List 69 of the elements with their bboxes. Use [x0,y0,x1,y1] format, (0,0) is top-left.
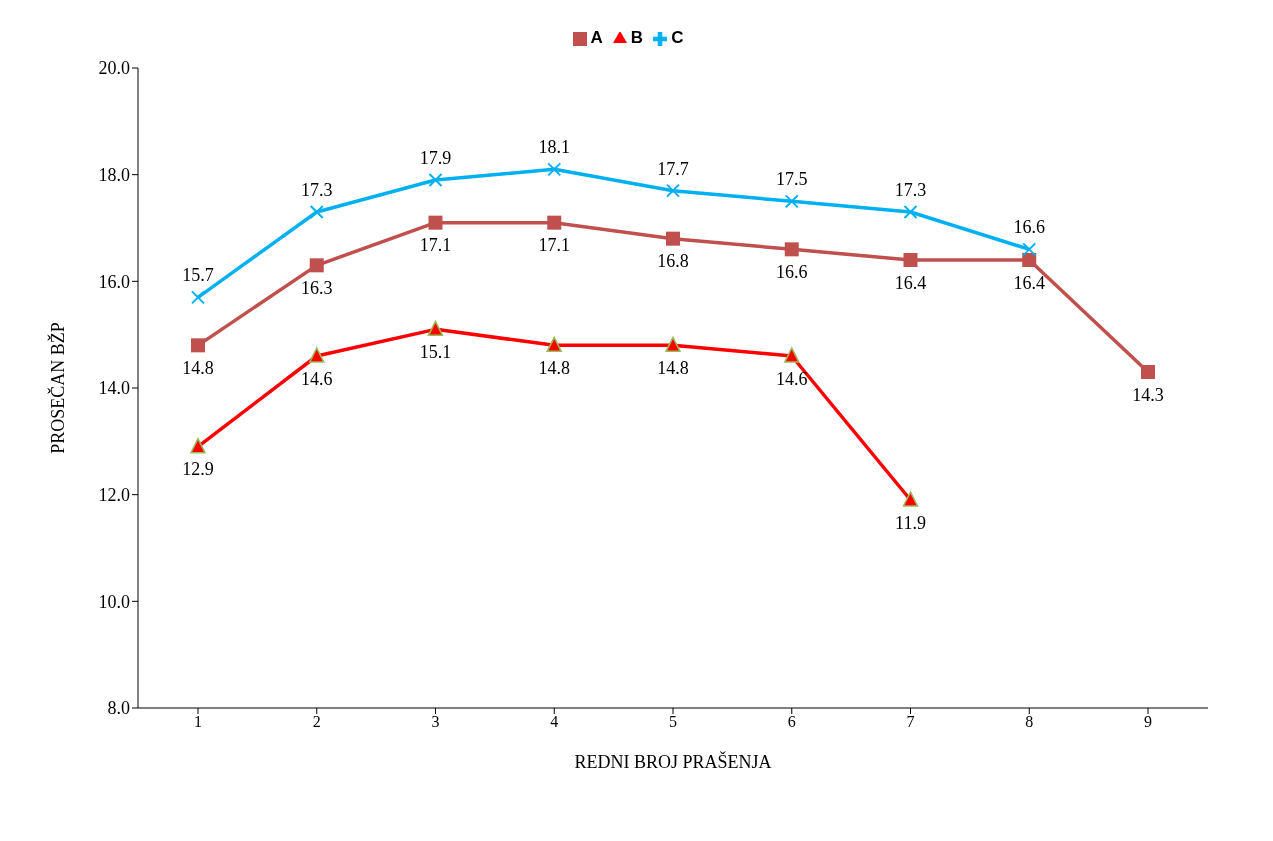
x-tick-label: 8 [1025,713,1034,731]
data-label: 16.6 [776,262,808,283]
data-label: 17.1 [419,235,452,256]
data-label: 17.9 [419,148,452,168]
x-tick-label: 4 [550,713,559,731]
point [309,258,324,273]
point [666,231,680,246]
x-tick-label: 1 [194,713,202,731]
point [191,338,205,353]
point [309,205,324,219]
x-tick-label: 7 [906,713,915,731]
data-label: 16.3 [301,278,333,299]
point [666,183,680,198]
x-tick-label: 5 [669,713,677,731]
point [1022,253,1037,267]
data-label: 16.8 [657,251,689,272]
y-tick-label: 16.0 [98,271,130,292]
y-tick-label: 20.0 [98,58,130,79]
point [309,347,325,363]
data-label: 16.4 [894,272,927,293]
data-label: 14.8 [538,358,570,379]
data-label: 14.3 [1132,384,1164,405]
point [191,290,205,305]
y-axis-title: PROSEČAN BŽP [47,322,69,454]
point [190,437,206,454]
data-label: 17.3 [301,180,333,200]
data-label: 11.9 [895,512,926,533]
x-axis-title: REDNI BROJ PRAŠENJA [574,751,772,772]
data-label: 17.5 [776,169,808,190]
y-tick-label: 18.0 [98,165,130,186]
data-label: 17.7 [657,158,689,179]
x-tick-label: 2 [312,713,321,731]
point [427,320,444,337]
point [784,194,799,209]
y-tick-label: 14.0 [98,378,130,399]
point [1141,365,1155,379]
point [903,205,918,219]
data-label: 16.4 [1013,272,1045,293]
point [784,242,799,257]
point [902,491,919,507]
point [665,336,681,353]
data-label: 15.7 [182,265,214,286]
legend-label: A [590,28,603,47]
data-label: 14.6 [776,368,808,389]
data-label: 12.9 [182,459,214,480]
y-tick-label: 10.0 [98,591,130,612]
x-tick-label: 3 [431,713,440,731]
data-label: 14.8 [657,358,689,379]
data-label: 15.1 [419,342,452,363]
y-tick-label: 8.0 [107,698,130,719]
point [1022,242,1037,257]
data-label: 14.8 [182,358,214,379]
legend-label: C [671,28,684,47]
point [547,215,562,230]
point [428,173,443,187]
point [903,253,918,267]
y-tick-label: 12.0 [98,485,130,506]
data-label: 18.1 [538,137,570,158]
data-label: 16.6 [1013,217,1045,238]
x-tick-label: 6 [787,713,796,731]
legend-label: B [630,28,644,47]
data-label: 17.3 [894,180,927,200]
data-label: 14.6 [301,368,333,389]
point [546,336,562,353]
point [784,347,800,363]
point [547,162,562,177]
x-tick-label: 9 [1144,713,1152,731]
point [428,215,443,230]
data-label: 17.1 [538,235,570,256]
